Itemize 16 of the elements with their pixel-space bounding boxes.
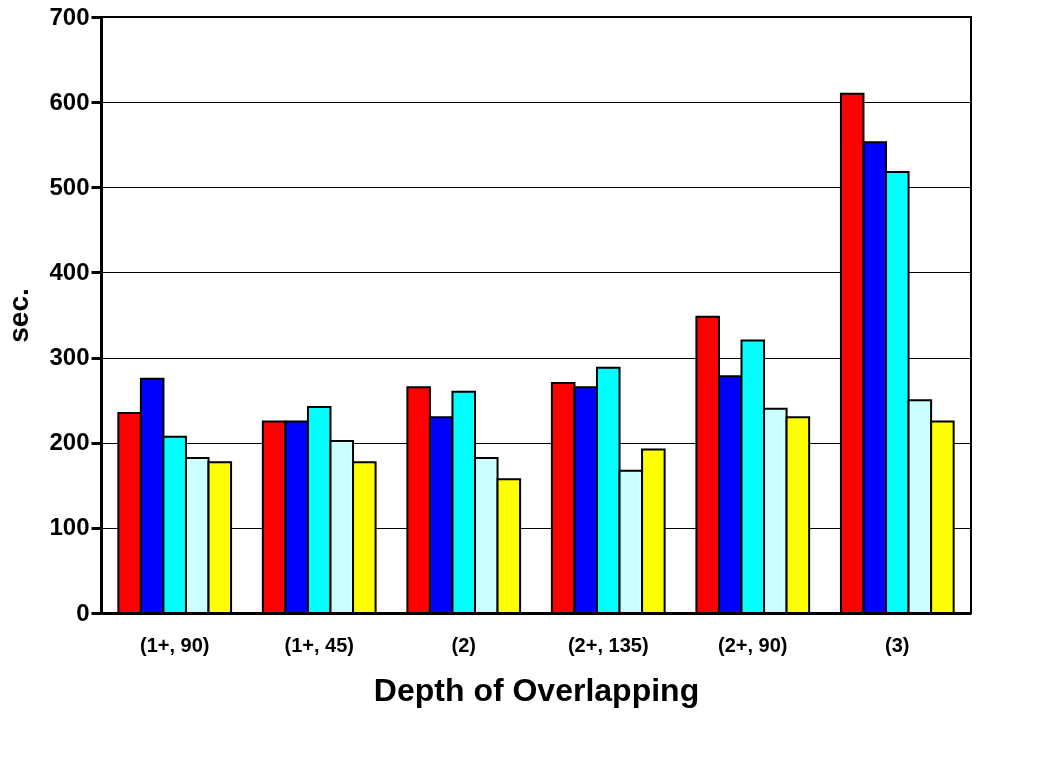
y-tick-label: 400 [49, 257, 90, 285]
x-tick-label: (3) [885, 633, 910, 656]
y-tick-label: 0 [76, 598, 90, 626]
y-tick-label: 100 [49, 513, 90, 541]
x-tick-label: (1+, 45) [284, 633, 354, 656]
x-tick-label: (2+, 135) [567, 633, 649, 656]
x-tick-label: (1+, 90) [139, 633, 210, 656]
x-axis-title: Depth of Overlapping [373, 671, 700, 708]
y-axis-title: sec. [3, 288, 35, 343]
y-tick-label: 600 [49, 87, 90, 115]
y-tick-label: 500 [49, 172, 90, 200]
y-tick-label: 300 [49, 343, 90, 371]
y-tick-label: 700 [49, 2, 90, 30]
x-tick-label: (2) [451, 633, 476, 656]
x-tick-label: (2+, 90) [718, 633, 788, 656]
y-tick-label: 200 [49, 428, 90, 456]
